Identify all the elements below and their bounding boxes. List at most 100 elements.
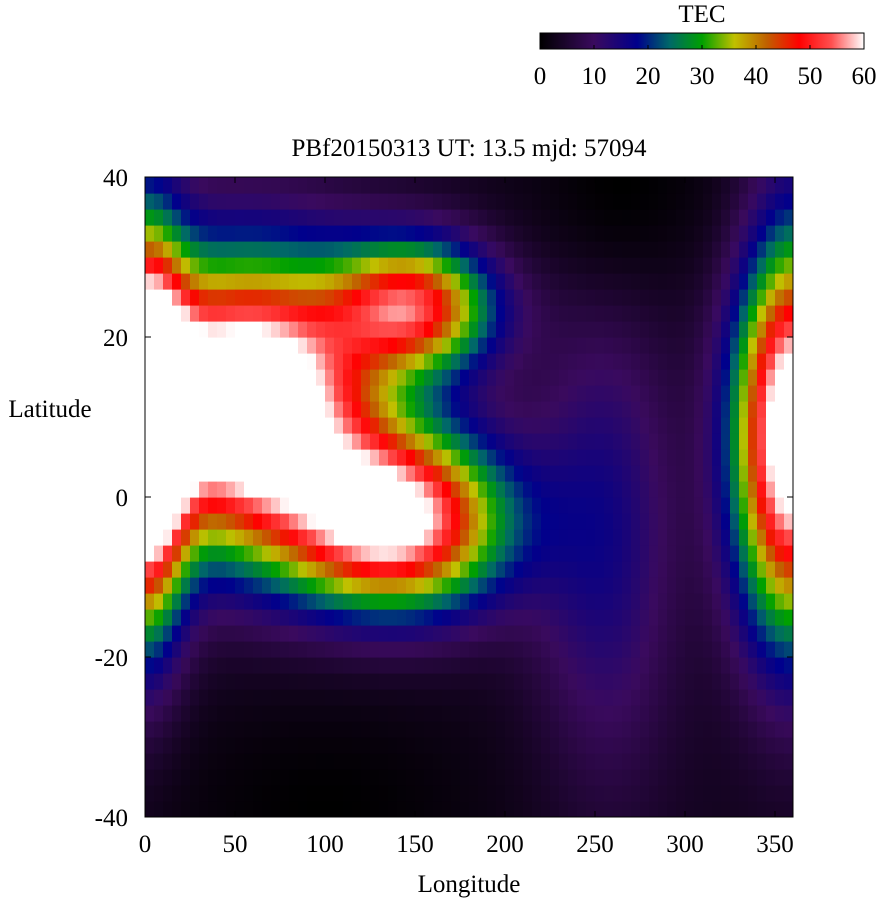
heatmap-cell [190, 481, 200, 498]
heatmap-cell [469, 337, 479, 354]
heatmap-cell [523, 257, 533, 274]
heatmap-cell [667, 433, 677, 450]
heatmap-cell [523, 625, 533, 642]
heatmap-cell [307, 257, 317, 274]
heatmap-cell [316, 225, 326, 242]
heatmap-cell [388, 433, 398, 450]
heatmap-cell [595, 241, 605, 258]
heatmap-cell [208, 561, 218, 578]
heatmap-cell [658, 769, 668, 786]
heatmap-cell [487, 401, 497, 418]
heatmap-cell [379, 449, 389, 466]
heatmap-cell [604, 545, 614, 562]
heatmap-cell [244, 289, 254, 306]
heatmap-cell [235, 465, 245, 482]
heatmap-cell [784, 545, 793, 562]
heatmap-cell [226, 625, 236, 642]
heatmap-cell [298, 353, 308, 370]
heatmap-cell [694, 257, 704, 274]
heatmap-cell [289, 385, 299, 402]
heatmap-cell [640, 209, 650, 226]
heatmap-cell [712, 401, 722, 418]
heatmap-cell [334, 641, 344, 658]
heatmap-cell [406, 401, 416, 418]
heatmap-cell [739, 609, 749, 626]
heatmap-cell [199, 737, 209, 754]
heatmap-cell [721, 769, 731, 786]
heatmap-cell [280, 209, 290, 226]
heatmap-cell [334, 433, 344, 450]
heatmap-cell [280, 241, 290, 258]
heatmap-cell [676, 785, 686, 802]
heatmap-cell [550, 273, 560, 290]
heatmap-cell [280, 561, 290, 578]
heatmap-cell [352, 801, 362, 817]
heatmap-cell [397, 529, 407, 546]
heatmap-cell [181, 225, 191, 242]
heatmap-cell [226, 737, 236, 754]
heatmap-cell [748, 561, 758, 578]
heatmap-cell [199, 785, 209, 802]
heatmap-cell [271, 209, 281, 226]
heatmap-cell [550, 737, 560, 754]
heatmap-cell [388, 417, 398, 434]
heatmap-cell [712, 705, 722, 722]
heatmap-cell [721, 193, 731, 210]
heatmap-cell [577, 449, 587, 466]
heatmap-cell [235, 561, 245, 578]
heatmap-cell [694, 241, 704, 258]
heatmap-cell [505, 529, 515, 546]
heatmap-cell [667, 577, 677, 594]
heatmap-cell [181, 433, 191, 450]
heatmap-cell [550, 257, 560, 274]
heatmap-cell [757, 497, 767, 514]
heatmap-cell [172, 705, 182, 722]
heatmap-cell [325, 337, 335, 354]
heatmap-cell [280, 577, 290, 594]
heatmap-cell [586, 481, 596, 498]
heatmap-cell [622, 273, 632, 290]
heatmap-cell [208, 225, 218, 242]
heatmap-cell [208, 193, 218, 210]
heatmap-cell [424, 241, 434, 258]
heatmap-cell [766, 289, 776, 306]
heatmap-cell [352, 481, 362, 498]
heatmap-cell [442, 337, 452, 354]
heatmap-cell [505, 641, 515, 658]
heatmap-cell [388, 593, 398, 610]
heatmap-cell [379, 257, 389, 274]
heatmap-cell [397, 545, 407, 562]
heatmap-cell [343, 529, 353, 546]
heatmap-cell [685, 593, 695, 610]
heatmap-cell [271, 273, 281, 290]
heatmap-cell [622, 801, 632, 817]
heatmap-cell [460, 529, 470, 546]
heatmap-cell [676, 401, 686, 418]
heatmap-cell [721, 689, 731, 706]
heatmap-cell [496, 337, 506, 354]
heatmap-cell [577, 193, 587, 210]
heatmap-cell [568, 177, 578, 194]
heatmap-cell [757, 753, 767, 770]
heatmap-cell [289, 257, 299, 274]
heatmap-cell [388, 641, 398, 658]
heatmap-cell [505, 225, 515, 242]
heatmap-cell [784, 337, 793, 354]
heatmap-cell [271, 289, 281, 306]
heatmap-cell [352, 305, 362, 322]
heatmap-cell [460, 561, 470, 578]
heatmap-cell [235, 577, 245, 594]
heatmap-cell [217, 753, 227, 770]
heatmap-cell [433, 417, 443, 434]
heatmap-cell [730, 545, 740, 562]
heatmap-cell [145, 497, 155, 514]
heatmap-cell [739, 433, 749, 450]
heatmap-cell [271, 673, 281, 690]
heatmap-cell [181, 737, 191, 754]
heatmap-cell [640, 401, 650, 418]
heatmap-cell [604, 401, 614, 418]
heatmap-cell [541, 689, 551, 706]
heatmap-cell [361, 305, 371, 322]
heatmap-cell [487, 417, 497, 434]
heatmap-cell [298, 289, 308, 306]
